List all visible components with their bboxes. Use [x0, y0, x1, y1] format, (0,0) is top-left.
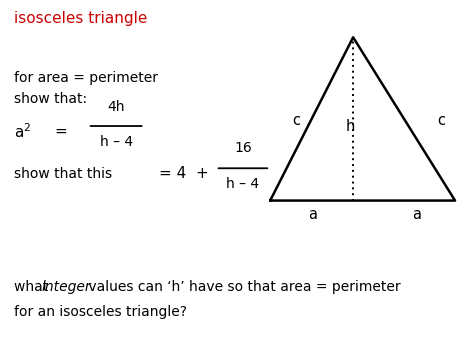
Text: =: = [55, 124, 67, 139]
Text: h – 4: h – 4 [227, 178, 259, 191]
Text: 16: 16 [234, 142, 252, 155]
Text: h: h [346, 119, 356, 133]
Text: = 4  +: = 4 + [159, 166, 209, 181]
Text: for area = perimeter: for area = perimeter [14, 71, 158, 85]
Text: h – 4: h – 4 [100, 135, 133, 149]
Text: for an isosceles triangle?: for an isosceles triangle? [14, 305, 187, 319]
Text: values can ‘h’ have so that area = perimeter: values can ‘h’ have so that area = perim… [84, 280, 401, 294]
Text: c: c [437, 113, 445, 128]
Text: a$^2$: a$^2$ [14, 122, 31, 141]
Text: show that this: show that this [14, 167, 112, 181]
Text: show that:: show that: [14, 92, 87, 106]
Text: c: c [292, 113, 300, 128]
Text: integer: integer [41, 280, 91, 294]
Text: 4h: 4h [108, 100, 125, 114]
Text: a: a [309, 207, 317, 222]
Text: a: a [413, 207, 421, 222]
Text: isosceles triangle: isosceles triangle [14, 11, 147, 26]
Text: what: what [14, 280, 53, 294]
